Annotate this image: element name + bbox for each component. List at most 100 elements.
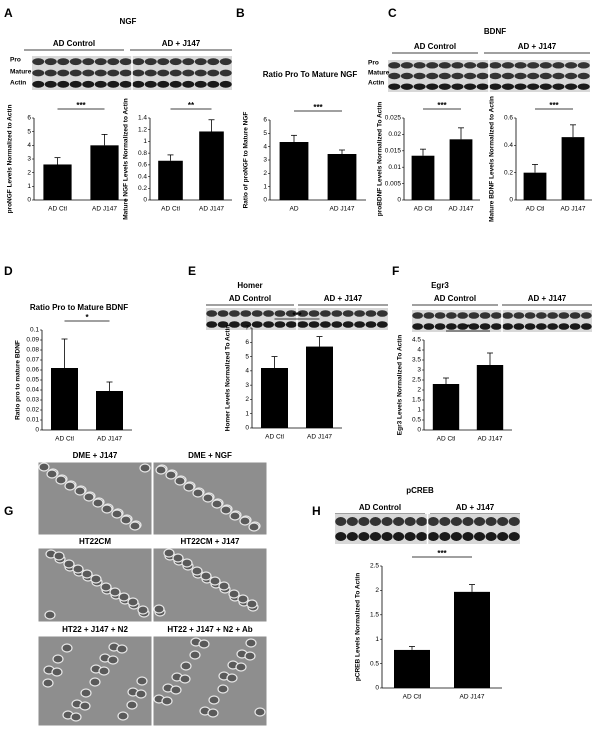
blot-band	[82, 58, 95, 66]
blot-band	[400, 62, 413, 69]
error-bar	[532, 164, 538, 173]
blot-row-label: Mature	[368, 70, 390, 77]
blot-band	[57, 69, 70, 77]
blot-band	[228, 310, 240, 317]
x-tick-label: AD J147	[478, 436, 503, 443]
panel-letter: B	[236, 6, 245, 20]
blot-band	[251, 321, 263, 328]
blot-band	[423, 312, 435, 319]
cell	[229, 511, 241, 521]
x-tick-label: AD J147	[449, 206, 474, 213]
blot-band	[346, 517, 358, 526]
blot-band	[297, 321, 309, 328]
blot-band	[580, 312, 592, 319]
blot-band	[335, 532, 347, 541]
significance: ***	[437, 101, 447, 110]
blot-band	[381, 532, 393, 541]
error-bar	[291, 134, 297, 142]
cell	[92, 498, 104, 508]
cell	[89, 677, 101, 687]
chart-title: Ratio Pro to Mature BDNF	[30, 303, 128, 312]
y-tick-label: 3	[263, 157, 267, 164]
blot-band	[285, 310, 297, 317]
cell	[180, 661, 192, 671]
error-bar	[106, 381, 113, 391]
blot-band	[144, 58, 157, 66]
blot-band	[240, 321, 252, 328]
blot-band	[69, 69, 82, 77]
blot-band	[297, 310, 309, 317]
blot-band	[539, 83, 552, 90]
cell	[228, 589, 240, 599]
blot-band	[358, 532, 370, 541]
blot-band	[182, 80, 195, 88]
blot-band	[535, 312, 547, 319]
error-bar	[420, 148, 426, 156]
bar	[261, 368, 288, 428]
x-tick-label: AD J147	[307, 434, 332, 441]
cell	[217, 684, 229, 694]
cell	[172, 553, 184, 563]
bar	[411, 155, 435, 200]
bar	[454, 591, 490, 688]
cell	[245, 638, 257, 648]
y-tick-label: 1	[263, 183, 267, 190]
blot-band	[513, 323, 525, 330]
y-tick-label: 0.005	[385, 180, 402, 187]
y-tick-label: 1	[375, 636, 379, 643]
cell	[101, 504, 113, 514]
cell	[192, 488, 204, 498]
y-tick-label: 0.06	[26, 367, 39, 374]
blot-band	[547, 323, 559, 330]
y-tick-label: 0.03	[26, 397, 39, 404]
blot-band	[527, 62, 540, 69]
y-tick-label: 4.5	[412, 337, 421, 344]
blot-band	[489, 83, 502, 90]
y-tick-label: 0.5	[412, 417, 421, 424]
cell	[53, 551, 65, 561]
panel-letter: F	[392, 264, 399, 278]
chart-title: Ratio Pro To Mature NGF	[263, 70, 358, 79]
blot-group-label: AD Control	[359, 503, 401, 512]
bar	[306, 346, 333, 428]
cell	[127, 597, 139, 607]
y-tick-label: 1.5	[412, 397, 421, 404]
y-axis-label: proNGF Levels Normalized to Actin	[7, 105, 14, 214]
blot-band	[119, 69, 132, 77]
error-bar	[487, 352, 493, 365]
cell	[161, 696, 173, 706]
blot-band	[527, 72, 540, 80]
y-tick-label: 0	[375, 685, 379, 692]
y-tick-label: 0.09	[26, 337, 39, 344]
blot-band	[393, 517, 405, 526]
x-tick-label: AD Ctl	[437, 436, 456, 443]
blot-band	[527, 83, 540, 90]
y-axis-label: Egr3 Levels Normalized To Actin	[397, 335, 404, 435]
blot-row-label: Actin	[10, 80, 26, 87]
y-tick-label: 1.4	[138, 115, 147, 122]
blot-band	[413, 72, 426, 80]
cell	[81, 569, 93, 579]
y-tick-label: 4	[27, 142, 31, 149]
error-bar	[208, 119, 215, 132]
y-axis-label: Ratio pro to mature BDNF	[15, 340, 22, 420]
blot-band	[558, 312, 570, 319]
y-tick-label: 0	[417, 427, 421, 434]
y-tick-label: 2	[375, 587, 379, 594]
panel-letter: C	[388, 6, 397, 20]
panel-letter: G	[4, 504, 13, 518]
blot-band	[157, 58, 170, 66]
blot-band	[274, 310, 286, 317]
y-tick-label: 6	[27, 115, 31, 122]
panel-letter: H	[312, 504, 321, 518]
blot-band	[569, 323, 581, 330]
cell	[235, 662, 247, 672]
y-tick-label: 1	[27, 183, 31, 190]
y-tick-label: 2	[263, 170, 267, 177]
blot-band	[194, 80, 207, 88]
blot-band	[502, 312, 514, 319]
blot-band	[219, 58, 232, 66]
blot-band	[319, 321, 331, 328]
bar	[96, 391, 123, 430]
